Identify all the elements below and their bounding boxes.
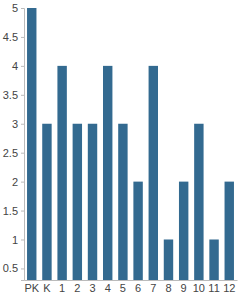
y-tick-mark — [21, 268, 24, 269]
x-axis: PKK123456789101112 — [24, 280, 237, 294]
y-tick-mark — [21, 124, 24, 125]
y-axis-line — [21, 9, 25, 281]
y-tick-label: 1.5 — [3, 205, 18, 217]
x-tick-label: 3 — [89, 282, 95, 294]
x-tick-label: 12 — [223, 282, 235, 294]
y-tick: 1 — [12, 234, 24, 246]
bars — [27, 8, 234, 280]
x-tick-label: K — [43, 282, 51, 294]
bar — [88, 124, 97, 280]
y-tick: 4 — [12, 60, 24, 72]
y-tick: 2 — [12, 176, 24, 188]
x-tick: 6 — [135, 280, 141, 294]
x-tick: 1 — [59, 280, 65, 294]
y-tick-label: 2 — [12, 176, 18, 188]
bar — [209, 239, 218, 280]
x-tick: 9 — [181, 280, 187, 294]
y-tick-mark — [21, 182, 24, 183]
x-tick: 7 — [150, 280, 156, 294]
x-tick-label: 2 — [74, 282, 80, 294]
x-tick: 12 — [223, 280, 235, 294]
plot: 0.511.522.533.544.55PKK123456789101112 — [3, 2, 238, 294]
y-tick-label: 4.5 — [3, 31, 18, 43]
x-tick: 10 — [193, 280, 205, 294]
y-tick-mark — [21, 8, 24, 9]
y-tick: 4.5 — [3, 31, 24, 43]
x-tick: PK — [24, 280, 39, 294]
bar — [73, 124, 82, 280]
bar — [133, 182, 142, 280]
y-tick: 2.5 — [3, 147, 24, 159]
x-tick-label: PK — [24, 282, 39, 294]
chart: 0.511.522.533.544.55PKK123456789101112 — [0, 0, 240, 296]
y-tick-label: 3 — [12, 118, 18, 130]
y-tick-mark — [21, 37, 24, 38]
x-tick: 8 — [165, 280, 171, 294]
x-tick-label: 1 — [59, 282, 65, 294]
x-tick-label: 6 — [135, 282, 141, 294]
bar — [225, 182, 234, 280]
bar — [103, 66, 112, 280]
y-tick: 0.5 — [3, 262, 24, 274]
x-tick-label: 11 — [208, 282, 219, 294]
y-tick-label: 3.5 — [3, 89, 18, 101]
bar — [179, 182, 188, 280]
bar — [57, 66, 66, 280]
bar — [149, 66, 158, 280]
y-axis: 0.5 1 1.5 2 2.5 3 3.5 4 4.5 5 — [3, 2, 25, 280]
y-tick: 3 — [12, 118, 24, 130]
x-tick: 5 — [120, 280, 126, 294]
x-tick-label: 7 — [150, 282, 156, 294]
x-tick: K — [43, 280, 51, 294]
y-tick-label: 1 — [12, 234, 18, 246]
x-axis-line — [25, 280, 238, 281]
x-tick-label: 4 — [105, 282, 111, 294]
y-tick-label: 5 — [12, 2, 18, 14]
y-tick-mark — [21, 66, 24, 67]
y-tick-mark — [21, 239, 24, 240]
x-tick-label: 10 — [193, 282, 205, 294]
y-tick: 5 — [12, 2, 24, 14]
y-tick-mark — [21, 153, 24, 154]
x-tick: 4 — [105, 280, 111, 294]
bar — [118, 124, 127, 280]
y-tick-label: 4 — [12, 60, 18, 72]
y-tick: 3.5 — [3, 89, 24, 101]
bar — [164, 239, 173, 280]
y-tick-mark — [21, 95, 24, 96]
y-tick: 1.5 — [3, 205, 24, 217]
x-tick: 11 — [208, 280, 219, 294]
bar — [42, 124, 51, 280]
bar — [27, 8, 36, 280]
x-tick-label: 8 — [165, 282, 171, 294]
y-tick-label: 0.5 — [3, 262, 18, 274]
x-tick-label: 5 — [120, 282, 126, 294]
y-tick-mark — [21, 211, 24, 212]
bar — [194, 124, 203, 280]
y-tick-label: 2.5 — [3, 147, 18, 159]
x-tick: 3 — [89, 280, 95, 294]
x-tick-label: 9 — [181, 282, 187, 294]
x-tick: 2 — [74, 280, 80, 294]
